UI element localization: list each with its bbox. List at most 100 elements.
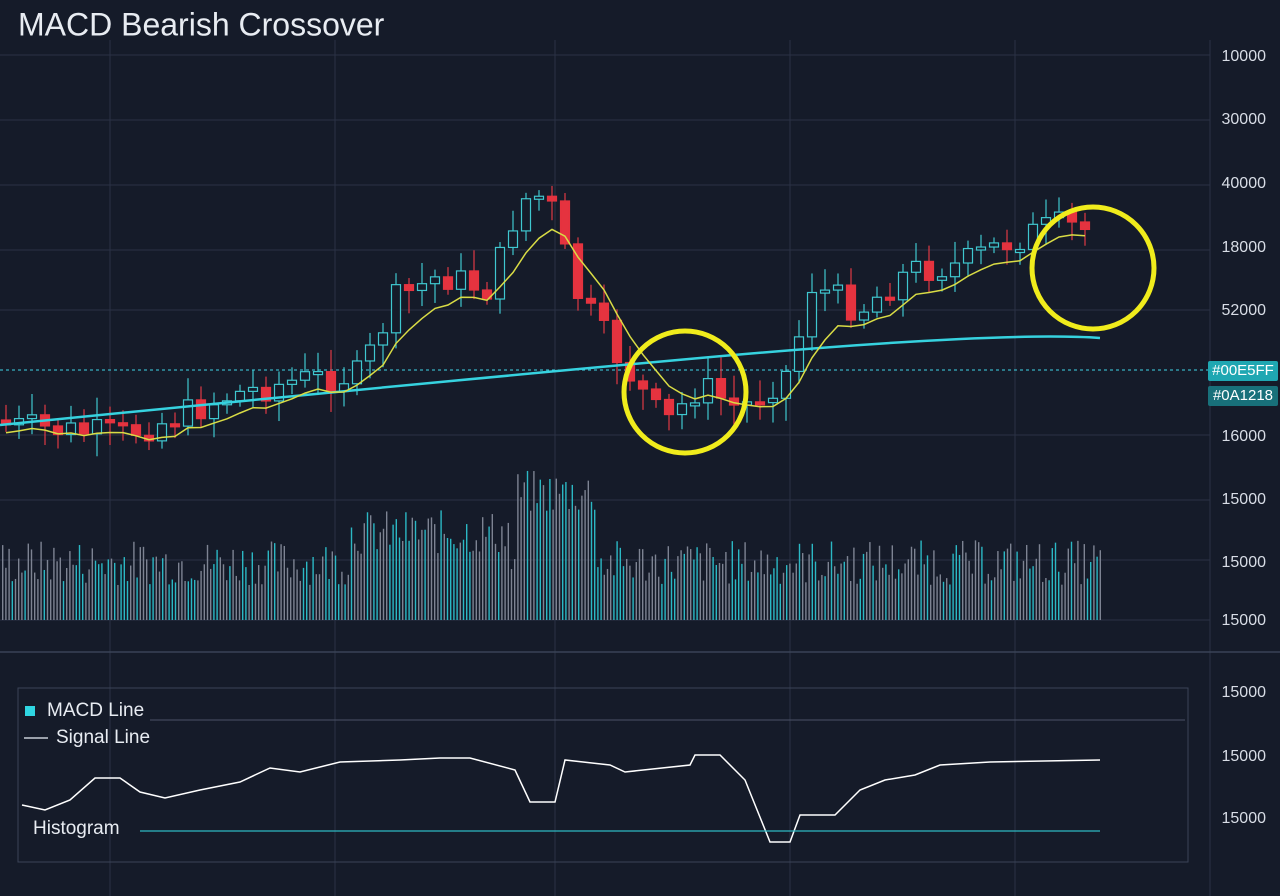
volume-bar <box>235 575 237 620</box>
volume-bar <box>453 544 455 620</box>
volume-bar <box>907 559 909 620</box>
volume-bar <box>232 549 234 620</box>
volume-bar <box>1048 580 1050 620</box>
volume-bar <box>952 553 954 620</box>
volume-bar <box>56 561 58 620</box>
volume-bar <box>325 547 327 620</box>
volume-bar <box>917 574 919 620</box>
volume-bar <box>136 577 138 620</box>
volume-bar <box>504 546 506 620</box>
candle-body <box>650 388 662 401</box>
volume-bar <box>629 565 631 620</box>
volume-bar <box>1058 571 1060 620</box>
volume-bar <box>565 482 567 620</box>
candle-body <box>26 414 38 420</box>
volume-bar <box>632 577 634 620</box>
volume-bar <box>875 580 877 620</box>
volume-bar <box>53 547 55 620</box>
volume-bar <box>139 547 141 620</box>
volume-bar <box>786 565 788 620</box>
axis-label: 16000 <box>1222 428 1267 445</box>
volume-bar <box>59 557 61 620</box>
candle-body <box>299 371 311 381</box>
volume-bar <box>389 544 391 620</box>
volume-bar <box>133 541 135 620</box>
volume-bar <box>587 480 589 620</box>
volume-bar <box>757 572 759 620</box>
volume-bar <box>507 522 509 620</box>
volume-bar <box>200 570 202 620</box>
volume-bar <box>344 584 346 620</box>
candle-body <box>104 418 116 424</box>
candle-body <box>819 289 831 294</box>
volume-bar <box>386 511 388 620</box>
volume-bar <box>78 545 81 620</box>
volume-bar <box>834 566 836 620</box>
volume-bar <box>770 574 772 620</box>
volume-bar <box>1064 572 1066 620</box>
volume-bar <box>747 580 749 620</box>
volume-bar <box>606 568 609 620</box>
volume-bar <box>766 554 769 620</box>
volume-bar <box>254 583 257 620</box>
volume-bar <box>514 559 516 620</box>
volume-bar <box>549 479 551 620</box>
volume-bar <box>1067 548 1069 620</box>
candle-body <box>546 195 558 202</box>
volume-bar <box>546 510 548 620</box>
volume-bar <box>478 551 481 620</box>
volume-bar <box>24 570 26 620</box>
candle-body <box>312 371 324 376</box>
volume-bar <box>117 584 119 620</box>
volume-bar <box>744 542 746 620</box>
volume-bar <box>210 568 212 620</box>
volume-bar <box>34 572 36 620</box>
volume-bar <box>773 568 775 620</box>
candle-body <box>390 284 402 334</box>
candle-body <box>273 383 285 402</box>
volume-bar <box>715 564 717 620</box>
volume-bar <box>910 546 913 620</box>
candle-body <box>585 297 597 304</box>
volume-bar <box>242 550 244 620</box>
volume-bar <box>472 550 474 620</box>
volume-bar <box>904 563 906 620</box>
volume-bar <box>677 556 679 620</box>
volume-bar <box>1086 578 1089 620</box>
volume-bar <box>216 549 218 620</box>
volume-bar <box>914 548 916 620</box>
volume-bar <box>277 571 279 620</box>
candle-body <box>182 399 194 427</box>
volume-bar <box>152 557 154 620</box>
volume-bar <box>123 557 125 620</box>
axis-label: 15000 <box>1222 612 1267 629</box>
volume-bar <box>219 557 221 620</box>
volume-bar <box>206 544 209 620</box>
volume-bar <box>741 563 743 620</box>
volume-bar <box>280 544 282 620</box>
volume-bar <box>446 537 449 620</box>
volume-bar <box>450 538 452 620</box>
volume-bar <box>670 571 673 620</box>
candle-body <box>78 422 90 435</box>
candle-body <box>130 424 142 436</box>
volume-bar <box>862 553 865 620</box>
volume-bar <box>168 584 170 620</box>
volume-bar <box>958 554 961 620</box>
volume-bar <box>475 540 477 620</box>
price-badge <box>1208 361 1278 381</box>
volume-bar <box>955 545 957 620</box>
volume-bar <box>379 532 381 620</box>
candle-body <box>247 386 259 392</box>
axis-label: 15000 <box>1222 491 1267 508</box>
candle-body <box>975 246 987 251</box>
volume-bar <box>696 547 698 620</box>
volume-bar <box>312 556 314 620</box>
volume-bar <box>366 512 369 620</box>
volume-bar <box>1000 569 1002 620</box>
volume-bar <box>610 555 612 620</box>
volume-bar <box>318 574 321 620</box>
volume-bar <box>334 555 337 620</box>
volume-bar <box>1099 550 1101 620</box>
axis-label: 40000 <box>1222 175 1267 192</box>
